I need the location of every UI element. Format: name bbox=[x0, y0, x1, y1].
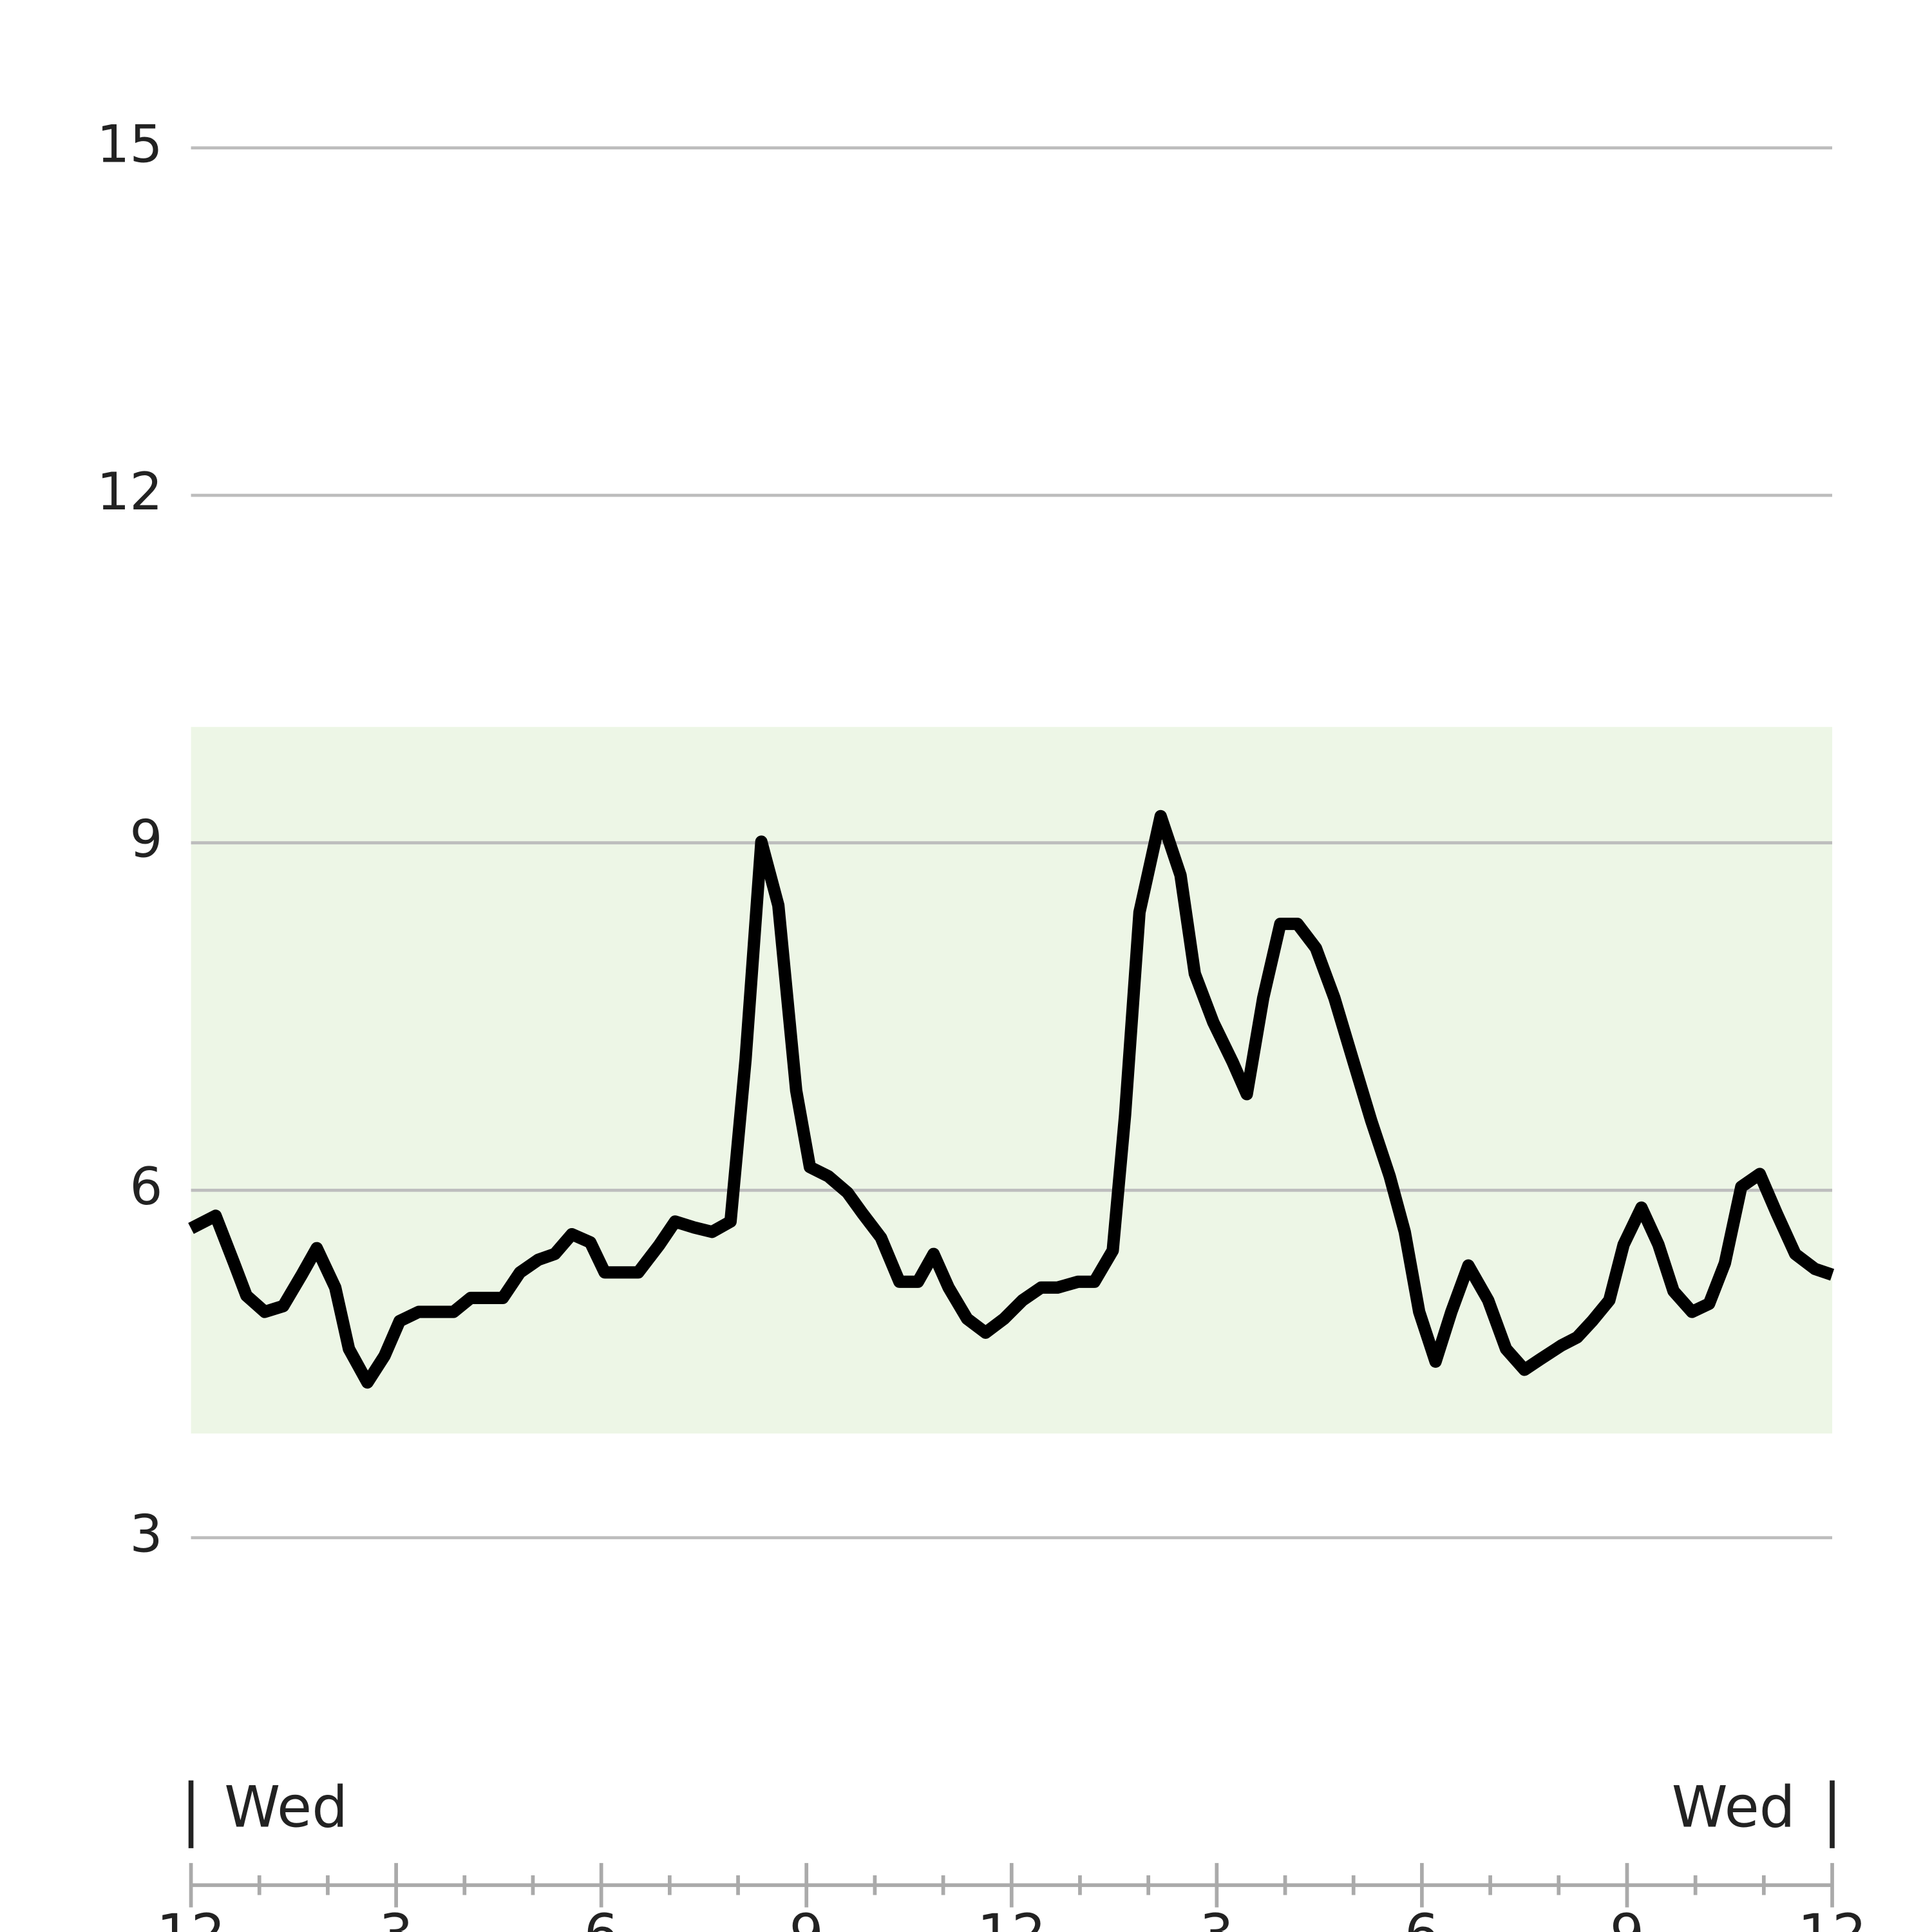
y-tick-label: 6 bbox=[129, 1156, 162, 1217]
glucose-line bbox=[188, 810, 1835, 1389]
y-tick-label: 9 bbox=[129, 809, 162, 869]
day-label: Wed bbox=[224, 1774, 348, 1840]
x-tick-label: 12 bbox=[977, 1902, 1046, 1932]
y-tick-label: 15 bbox=[97, 114, 162, 175]
x-tick-label: 3 bbox=[1200, 1902, 1235, 1932]
x-tick-label: 6 bbox=[584, 1902, 619, 1932]
x-tick-label: 9 bbox=[1610, 1902, 1645, 1932]
y-tick-label: 3 bbox=[129, 1504, 162, 1564]
x-tick-label: 3 bbox=[379, 1902, 413, 1932]
day-label: Wed bbox=[1672, 1774, 1795, 1840]
x-tick-label: 12 bbox=[156, 1902, 225, 1932]
x-tick-label: 6 bbox=[1405, 1902, 1439, 1932]
x-tick-label: 9 bbox=[789, 1902, 824, 1932]
x-tick-label: 12 bbox=[1797, 1902, 1866, 1932]
y-tick-label: 12 bbox=[97, 461, 162, 522]
